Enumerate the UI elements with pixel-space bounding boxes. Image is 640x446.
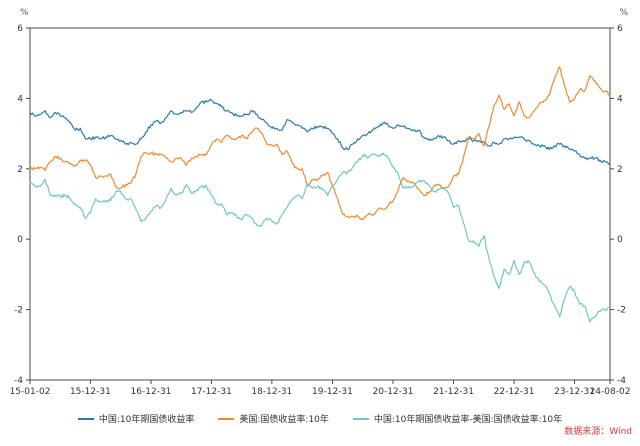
y-axis-label-left: 4	[17, 94, 23, 104]
y-axis-label-right: 2	[617, 165, 623, 175]
series-line-us-10y	[29, 66, 611, 221]
y-axis-label-right: 4	[617, 94, 623, 104]
y-axis-label-left: 6	[17, 24, 23, 34]
x-axis-label: 18-12-31	[251, 387, 292, 397]
y-axis-label-left: 0	[17, 235, 23, 245]
legend-item-us-10y: 美国:国债收益率:10年	[218, 412, 329, 425]
y-axis-unit-right: %	[619, 8, 628, 18]
y-axis-unit-left: %	[20, 8, 29, 18]
legend-marker-china-10y	[77, 417, 94, 420]
y-axis-label-left: 2	[17, 165, 23, 175]
legend-item-spread-cn-us: 中国:10年期国债收益率-美国:国债收益率:10年	[352, 412, 563, 425]
plot-frame	[29, 27, 611, 381]
x-axis-label: 19-12-31	[312, 387, 353, 397]
x-axis-label: 15-12-31	[70, 387, 111, 397]
x-axis-label: 21-12-31	[433, 387, 474, 397]
legend-label-us-10y: 美国:国债收益率:10年	[239, 415, 329, 425]
legend-marker-spread-cn-us	[352, 417, 369, 420]
y-axis-label-right: 6	[617, 24, 623, 34]
legend: 中国:10年期国债收益率 美国:国债收益率:10年 中国:10年期国债收益率-美国:…	[0, 412, 640, 425]
x-axis-label: 17-12-31	[191, 387, 232, 397]
series-line-china-10y	[29, 98, 611, 165]
legend-item-china-10y: 中国:10年期国债收益率	[77, 412, 195, 425]
y-axis-label-right: 0	[617, 235, 623, 245]
x-axis-label: 24-08-02	[590, 387, 631, 397]
x-axis-label: 16-12-31	[131, 387, 172, 397]
legend-label-china-10y: 中国:10年期国债收益率	[98, 415, 195, 425]
data-source: 数据来源：Wind	[564, 427, 632, 437]
x-axis-label: 15-01-02	[10, 387, 51, 397]
y-axis-label-left: -2	[14, 306, 23, 316]
legend-marker-us-10y	[218, 417, 235, 420]
legend-label-spread-cn-us: 中国:10年期国债收益率-美国:国债收益率:10年	[373, 415, 563, 425]
x-axis-label: 23-12-31	[554, 387, 595, 397]
series-line-spread-cn-us	[29, 152, 611, 323]
y-axis-label-left: -4	[14, 376, 23, 386]
x-axis-label: 20-12-31	[373, 387, 414, 397]
y-axis-label-right: -4	[617, 376, 626, 386]
x-axis-label: 22-12-31	[494, 387, 535, 397]
y-axis-label-right: -2	[617, 306, 626, 316]
